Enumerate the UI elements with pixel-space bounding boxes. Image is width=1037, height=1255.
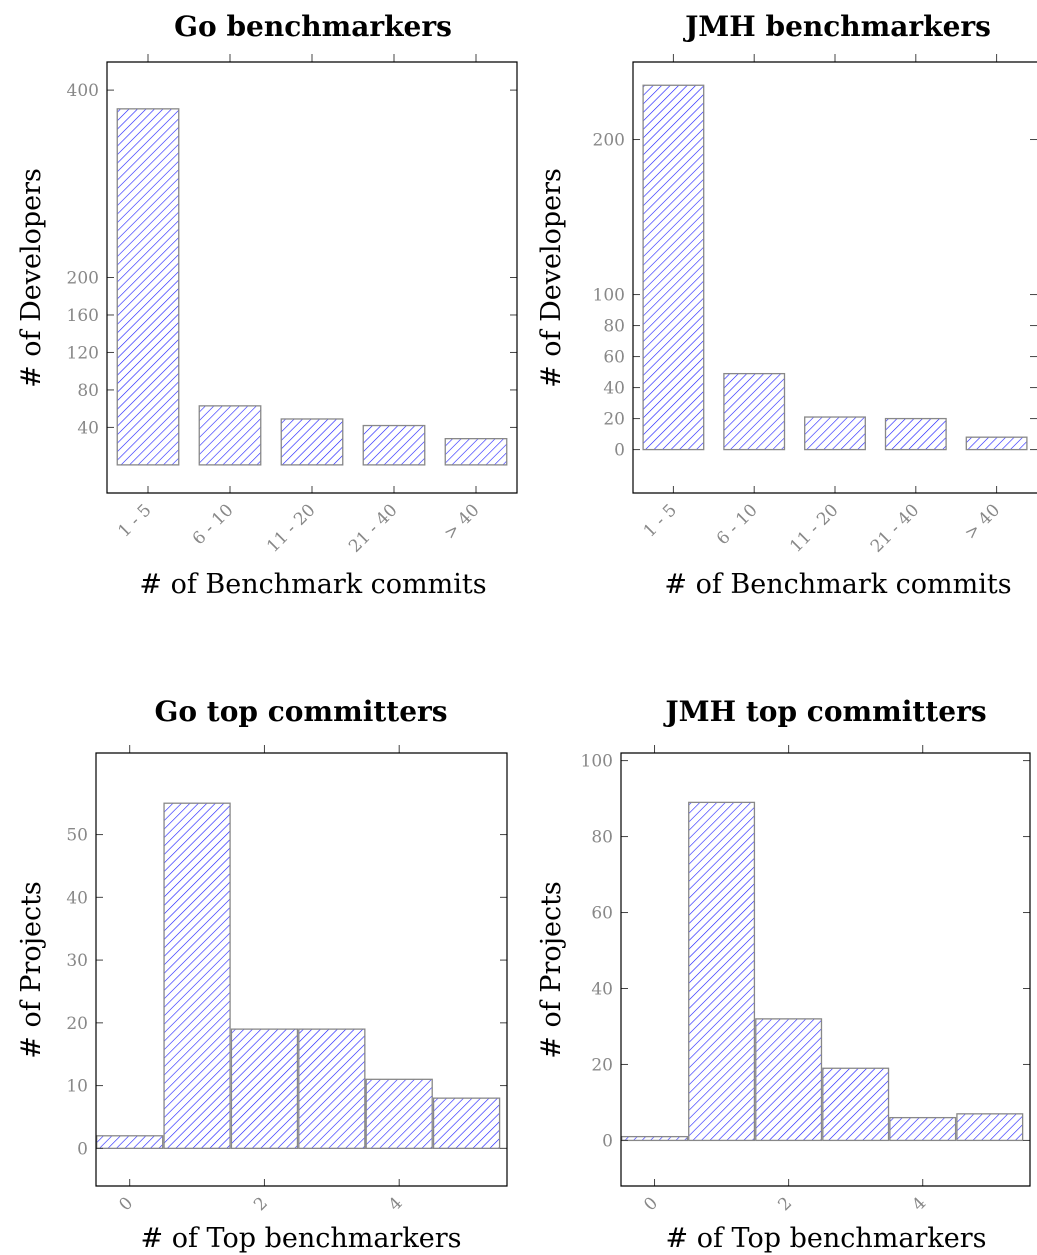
y-tick-label: 400 <box>67 81 99 101</box>
y-tick-label: 0 <box>602 1131 613 1151</box>
y-tick-label: 200 <box>67 269 99 289</box>
bar <box>822 1067 890 1142</box>
y-tick-label: 0 <box>614 441 625 461</box>
y-axis-label: # of Developers <box>16 168 47 388</box>
x-axis-label: # of Benchmark commits <box>664 569 1011 600</box>
y-tick-label: 160 <box>67 306 99 326</box>
y-tick-label: 30 <box>66 951 88 971</box>
y-tick-label: 20 <box>66 1014 88 1034</box>
x-tick-label: > 40 <box>440 500 483 543</box>
y-tick-label: 100 <box>593 286 625 306</box>
chart-title: Go benchmarkers <box>174 10 452 43</box>
x-tick-label: 1 - 5 <box>640 500 681 541</box>
x-tick-label: 6 - 10 <box>189 500 238 549</box>
y-tick-label: 10 <box>66 1077 88 1097</box>
x-tick-label: > 40 <box>961 500 1004 543</box>
x-tick-label: 4 <box>385 1193 407 1215</box>
bar <box>230 1028 299 1149</box>
bar <box>96 1135 164 1149</box>
y-tick-label: 80 <box>603 317 625 337</box>
plot-frame <box>632 61 1037 494</box>
x-tick-label: 2 <box>250 1193 272 1215</box>
bar <box>688 801 756 1142</box>
y-tick-label: 120 <box>67 343 99 363</box>
bar <box>163 802 231 1149</box>
y-tick-label: 40 <box>77 418 99 438</box>
x-axis-label: # of Top benchmarkers <box>666 1223 987 1254</box>
x-tick-label: 11 - 20 <box>263 500 319 556</box>
bar <box>755 1018 823 1142</box>
x-tick-label: 1 - 5 <box>114 500 155 541</box>
bar <box>642 84 705 451</box>
jmh-benchmarkers-chart: JMH benchmarkers # of Benchmark commits … <box>536 10 1037 600</box>
y-tick-label: 80 <box>77 381 99 401</box>
plot-frame <box>106 61 518 494</box>
y-axis-label: # of Developers <box>536 168 567 388</box>
bar <box>965 436 1028 451</box>
y-tick-label: 40 <box>591 979 613 999</box>
y-tick-label: 60 <box>603 348 625 368</box>
bars <box>621 801 1024 1142</box>
bars <box>96 802 501 1149</box>
y-tick-label: 20 <box>591 1055 613 1075</box>
bar <box>432 1097 501 1149</box>
go-top-committers-chart: Go top committers # of Top benchmarkers … <box>16 695 508 1254</box>
chart-title: JMH benchmarkers <box>682 10 991 43</box>
plot-frame <box>620 752 1031 1187</box>
bar <box>723 372 786 451</box>
x-tick-label: 11 - 20 <box>786 500 842 556</box>
x-tick-label: 0 <box>115 1193 137 1215</box>
ticks: 0 20 40 60 80 100 0 2 4 <box>581 745 1030 1215</box>
bar <box>116 108 180 466</box>
x-tick-label: 6 - 10 <box>713 500 762 549</box>
plot-frame <box>95 752 508 1187</box>
bar <box>298 1028 366 1149</box>
y-tick-label: 20 <box>603 410 625 430</box>
x-tick-label: 0 <box>640 1193 662 1215</box>
y-tick-label: 100 <box>581 752 613 772</box>
chart-title: Go top committers <box>154 695 447 728</box>
y-axis-label: # of Projects <box>16 881 47 1059</box>
bar <box>365 1078 433 1149</box>
bar <box>198 405 262 466</box>
y-tick-label: 80 <box>591 828 613 848</box>
x-axis-label: # of Top benchmarkers <box>141 1223 462 1254</box>
bar <box>956 1113 1024 1142</box>
x-tick-label: 21 - 40 <box>345 500 401 556</box>
x-tick-label: 2 <box>774 1193 796 1215</box>
bar <box>280 418 344 466</box>
chart-title: JMH top committers <box>662 695 986 728</box>
y-tick-label: 200 <box>593 131 625 151</box>
x-axis-label: # of Benchmark commits <box>139 569 486 600</box>
y-tick-label: 50 <box>66 826 88 846</box>
bar <box>889 1116 957 1142</box>
bars <box>642 84 1028 451</box>
bars <box>116 108 508 466</box>
bar <box>804 416 866 451</box>
bar <box>362 424 426 466</box>
bar <box>621 1135 689 1142</box>
bar <box>884 417 947 451</box>
x-tick-label: 21 - 40 <box>867 500 923 556</box>
jmh-top-committers-chart: JMH top committers # of Top benchmarkers… <box>536 695 1031 1254</box>
y-tick-label: 0 <box>77 1139 88 1159</box>
y-tick-label: 60 <box>591 904 613 924</box>
bar <box>444 438 508 466</box>
x-tick-label: 4 <box>908 1193 930 1215</box>
go-benchmarkers-chart: Go benchmarkers # of Benchmark commits #… <box>16 10 518 600</box>
y-tick-label: 40 <box>603 379 625 399</box>
y-tick-label: 40 <box>66 888 88 908</box>
y-axis-label: # of Projects <box>536 881 567 1059</box>
